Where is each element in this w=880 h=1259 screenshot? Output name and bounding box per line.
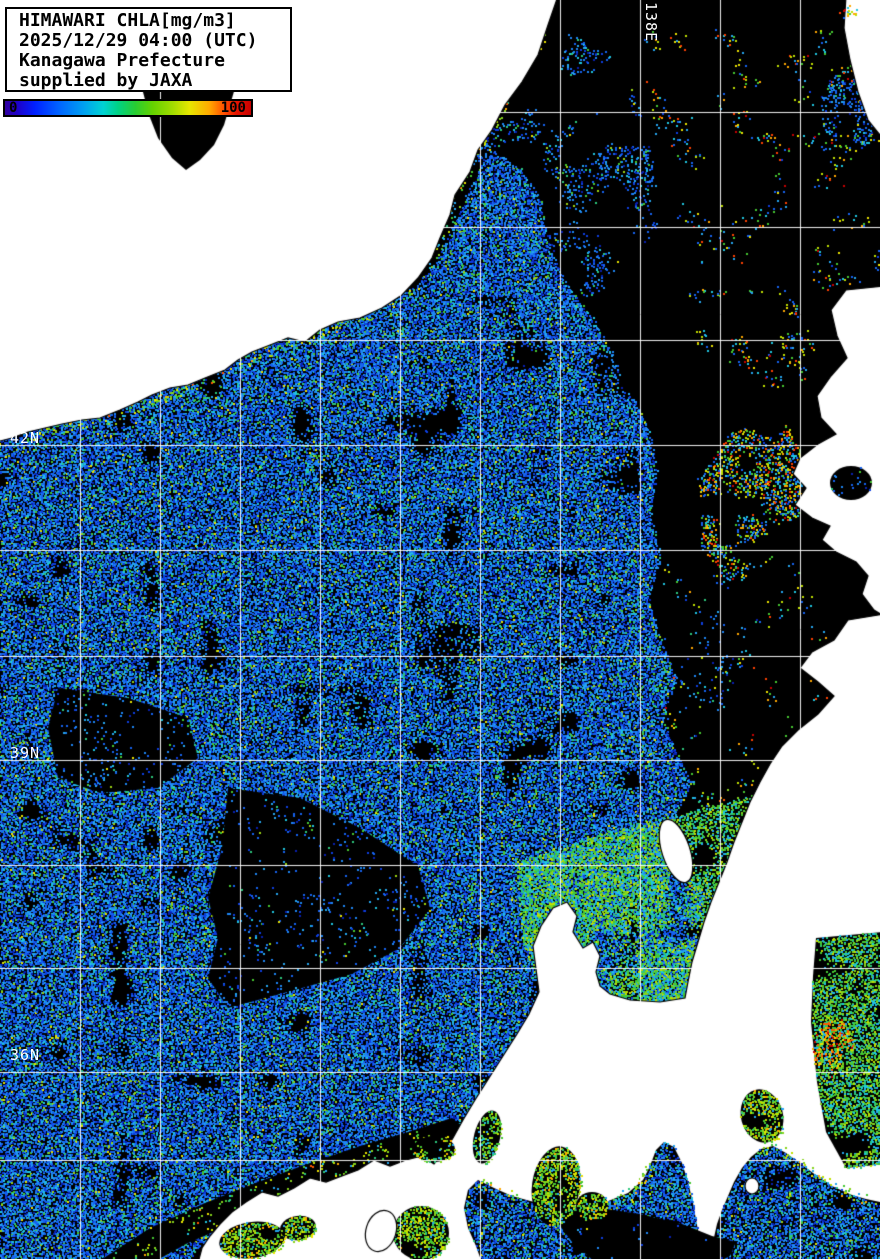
title-box: HIMAWARI CHLA[mg/m3] 2025/12/29 04:00 (U…	[5, 7, 292, 92]
latitude-label-42n: 42N	[10, 429, 41, 447]
colorbar-legend: 0 100	[3, 99, 253, 117]
map-title: HIMAWARI CHLA[mg/m3]	[19, 10, 236, 31]
latitude-label-39n: 39N	[10, 744, 41, 762]
longitude-label-138e: 138E	[642, 2, 660, 43]
map-credit: supplied by JAXA	[19, 70, 193, 91]
colorbar-max-label: 100	[220, 100, 246, 116]
map-timestamp: 2025/12/29 04:00 (UTC)	[19, 30, 258, 51]
latitude-label-36n: 36N	[10, 1046, 41, 1064]
map-region: Kanagawa Prefecture	[19, 50, 225, 71]
colorbar-min-label: 0	[9, 100, 18, 116]
